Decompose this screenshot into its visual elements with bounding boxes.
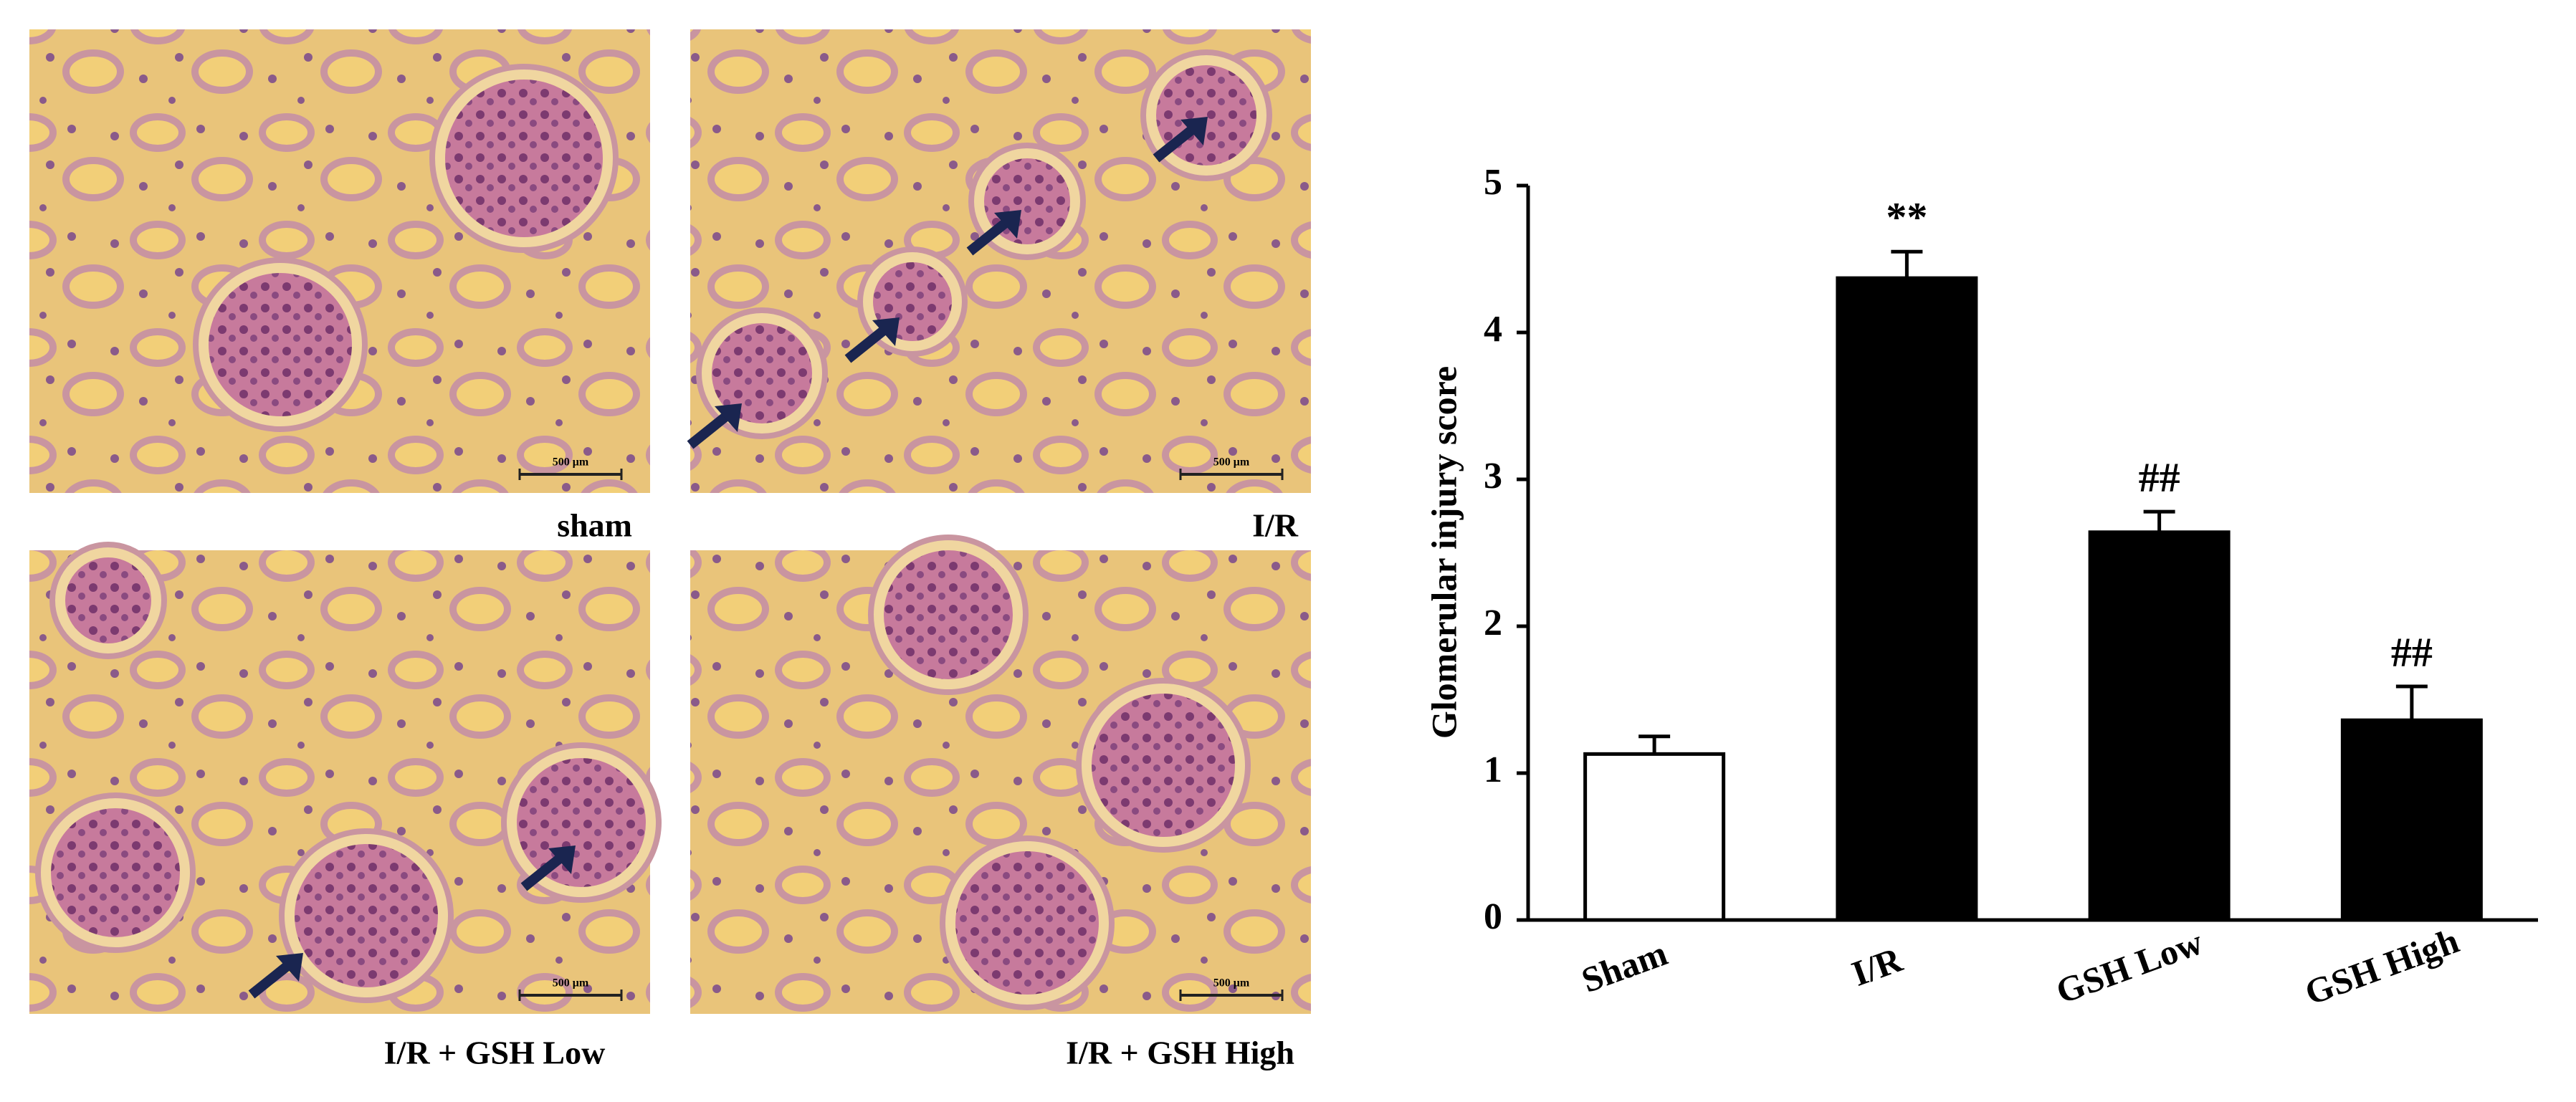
arrow-shaft (1153, 125, 1196, 163)
glomerulus (1092, 694, 1235, 837)
y-tick-label: 2 (1484, 603, 1502, 643)
x-tick-label: GSH Low (2051, 921, 2208, 1011)
arrow-head (715, 403, 742, 432)
glomerulus (884, 550, 1013, 679)
arrow-head (994, 210, 1021, 239)
bar (1583, 752, 1726, 922)
glomerulus (712, 323, 812, 423)
x-tick-label: Sham (1576, 933, 1672, 1000)
arrow-head (548, 845, 576, 874)
scale-bar-label: 500 μm (1213, 977, 1250, 990)
panel-label: I/R (1252, 507, 1299, 544)
y-axis-label: Glomerular injury score (1423, 366, 1464, 739)
y-tick-label: 5 (1484, 162, 1502, 203)
bar (2088, 530, 2231, 922)
scale-bar-label: 500 μm (553, 456, 589, 469)
glomerulus (65, 557, 151, 643)
micrograph-panels: 500 μm sham 500 μm I/R 500 μm I/R + GSH Low 50… (29, 29, 1311, 1071)
bar (1836, 276, 1978, 922)
arrow-shaft (248, 962, 291, 999)
bar (2340, 718, 2483, 922)
glomerulus (51, 808, 180, 937)
x-tick-label: GSH High (2299, 920, 2464, 1012)
significance-label: ## (2139, 454, 2180, 500)
glomerulus (517, 758, 646, 887)
scale-bar-label: 500 μm (1213, 456, 1250, 469)
arrow-shaft (844, 326, 887, 363)
y-tick-label: 0 (1484, 896, 1502, 937)
glomerulus (445, 80, 603, 237)
scale-bar-label: 500 μm (553, 977, 589, 990)
glomerulus (955, 851, 1099, 995)
y-tick-label: 3 (1484, 456, 1502, 497)
significance-label: ** (1886, 194, 1927, 241)
y-tick-label: 1 (1484, 749, 1502, 790)
panel-label: sham (557, 507, 632, 544)
glomerulus (209, 273, 352, 416)
arrow-shaft (966, 219, 1009, 256)
glomerulus (295, 844, 438, 987)
panel-label: I/R + GSH High (1066, 1035, 1294, 1071)
significance-label: ## (2391, 628, 2433, 675)
x-tick-label: I/R (1846, 939, 1907, 994)
arrow-shaft (520, 854, 563, 891)
arrow-head (1180, 117, 1208, 145)
arrow-head (276, 953, 303, 982)
panel-label: I/R + GSH Low (384, 1035, 606, 1071)
y-tick-label: 4 (1484, 309, 1502, 350)
arrow-shaft (687, 412, 730, 449)
bar-chart: Glomerular injury score 0 1 2 3 4 5 Sham ** I/R #… (1423, 162, 2538, 1012)
arrow-head (872, 317, 900, 346)
